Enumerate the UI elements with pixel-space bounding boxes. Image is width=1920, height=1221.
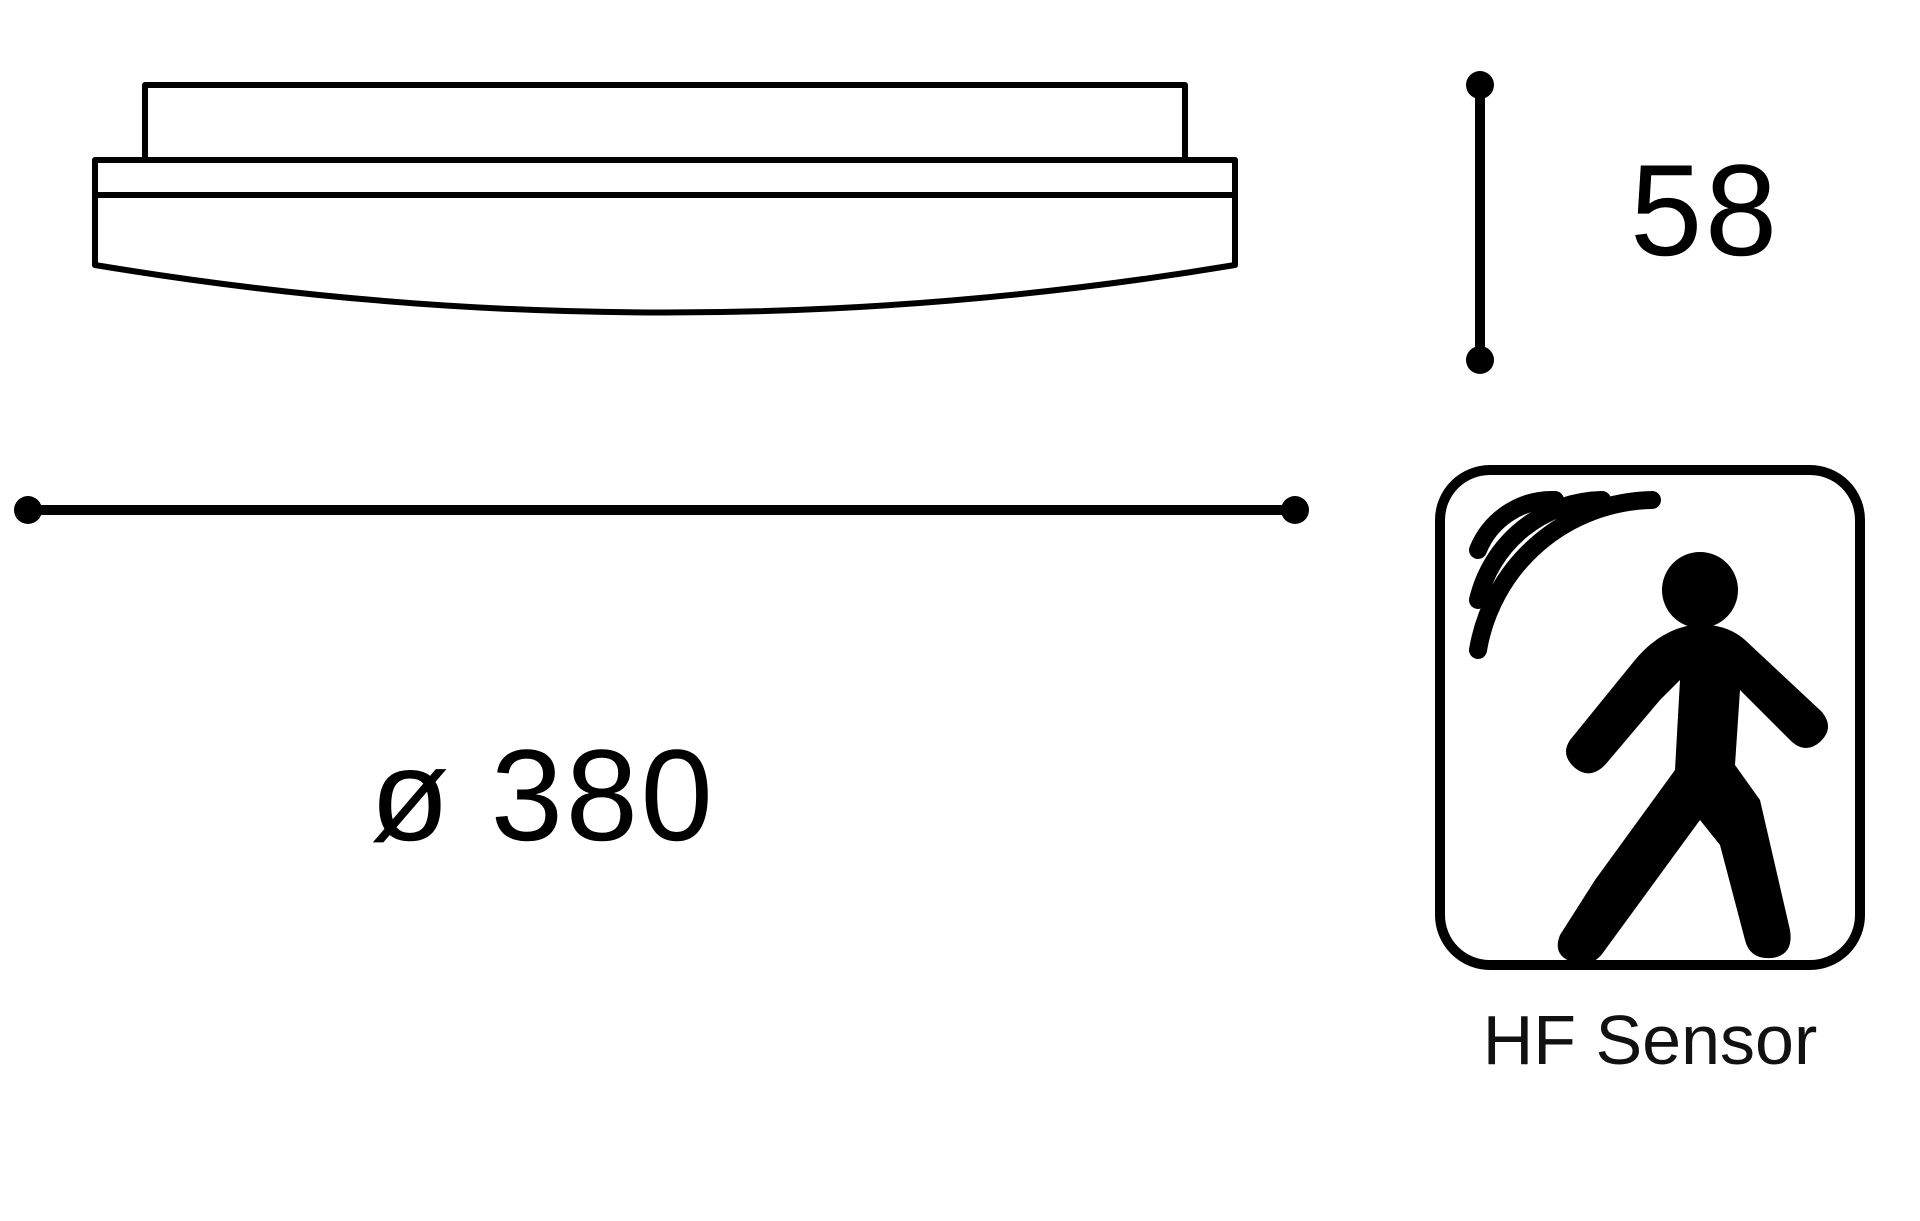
- fixture-profile: [95, 85, 1235, 313]
- diagram-stage: ø 380 58 HF Sensor: [0, 0, 1920, 1221]
- hf-sensor-icon: [1440, 470, 1860, 965]
- dimension-height: [1466, 71, 1494, 374]
- height-label: 58: [1630, 135, 1780, 285]
- sensor-label: HF Sensor: [1480, 1000, 1820, 1080]
- diameter-label: ø 380: [370, 720, 715, 870]
- dimension-diameter: [14, 496, 1309, 524]
